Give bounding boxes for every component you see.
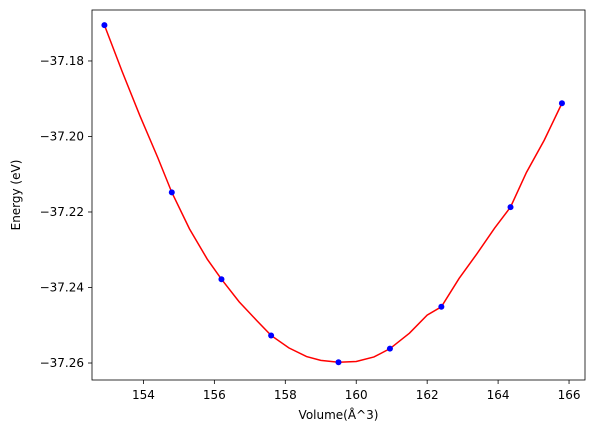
data-point: [335, 359, 342, 366]
data-point: [101, 22, 108, 29]
x-tick-label: 154: [132, 388, 155, 402]
y-axis-ticks: −37.26 −37.24 −37.22 −37.20 −37.18: [40, 54, 92, 370]
data-point: [168, 189, 175, 196]
data-point: [268, 332, 275, 339]
data-point: [386, 345, 393, 352]
x-tick-label: 164: [487, 388, 510, 402]
fit-curve-line: [103, 24, 563, 364]
plot-area: 154 156 158 160 162 164 166 −37.26 −37.24 −37.22…: [40, 9, 586, 402]
x-tick-label: 160: [345, 388, 368, 402]
x-tick-label: 156: [203, 388, 226, 402]
y-tick-label: −37.18: [40, 54, 84, 68]
data-points: [101, 22, 565, 366]
x-tick-label: 162: [416, 388, 439, 402]
y-tick-label: −37.22: [40, 205, 84, 219]
y-tick-label: −37.24: [40, 281, 84, 295]
data-point: [218, 276, 225, 283]
data-point: [438, 303, 445, 310]
y-axis-label: Energy (eV): [9, 160, 23, 231]
x-axis-label: Volume(Å^3): [299, 407, 379, 422]
data-point: [558, 100, 565, 107]
plot-frame: [91, 9, 586, 381]
x-tick-label: 158: [274, 388, 297, 402]
x-axis-ticks: 154 156 158 160 162 164 166: [132, 380, 581, 402]
y-tick-label: −37.20: [40, 129, 84, 143]
y-tick-label: −37.26: [40, 356, 84, 370]
x-tick-label: 166: [558, 388, 581, 402]
data-point: [507, 204, 514, 211]
